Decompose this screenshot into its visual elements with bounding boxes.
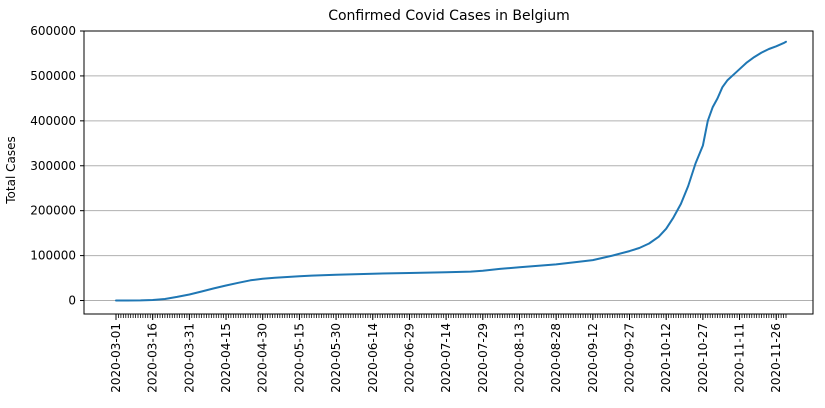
x-tick-label: 2020-05-30 — [329, 323, 343, 393]
y-tick-label: 400000 — [30, 114, 76, 128]
series-layer — [115, 40, 787, 302]
x-tick-label: 2020-09-12 — [586, 323, 600, 393]
x-tick-label: 2020-11-11 — [733, 323, 747, 393]
x-tick-label: 2020-07-29 — [476, 323, 490, 393]
chart-title: Confirmed Covid Cases in Belgium — [328, 8, 570, 24]
x-axis-ticks: 2020-03-01 2020-03-16 2020-03-31 2020-04-15… — [109, 314, 783, 393]
x-tick-label: 2020-08-28 — [549, 323, 563, 393]
x-tick-label: 2020-03-16 — [146, 323, 160, 393]
x-tick-label: 2020-04-15 — [219, 323, 233, 393]
y-tick-label: 0 — [68, 294, 76, 308]
y-tick-label: 600000 — [30, 24, 76, 38]
x-axis-minor-ticks — [115, 314, 787, 318]
x-tick-label: 2020-10-12 — [659, 323, 673, 393]
x-tick-label: 2020-10-27 — [696, 323, 710, 393]
y-tick-label: 300000 — [30, 159, 76, 173]
x-tick-label: 2020-07-14 — [439, 323, 453, 393]
plot-area-frame — [83, 30, 814, 315]
y-tick-label: 200000 — [30, 204, 76, 218]
x-tick-label: 2020-03-31 — [182, 323, 196, 393]
x-tick-label: 2020-04-30 — [256, 323, 270, 393]
gridlines — [84, 30, 813, 302]
y-axis-label: Total Cases — [4, 136, 18, 204]
x-tick-label: 2020-11-26 — [769, 323, 783, 393]
y-tick-label: 100000 — [30, 249, 76, 263]
x-tick-label: 2020-06-29 — [402, 323, 416, 393]
x-tick-label: 2020-05-15 — [292, 323, 306, 393]
y-tick-label: 500000 — [30, 69, 76, 83]
x-tick-label: 2020-06-14 — [366, 323, 380, 393]
x-tick-label: 2020-08-13 — [512, 323, 526, 393]
y-axis-ticks: 0 100000 200000 300000 400000 500000 600000 — [30, 24, 84, 308]
x-tick-label: 2020-03-01 — [109, 323, 123, 393]
x-tick-label: 2020-09-27 — [623, 323, 637, 393]
series-line — [115, 40, 787, 302]
